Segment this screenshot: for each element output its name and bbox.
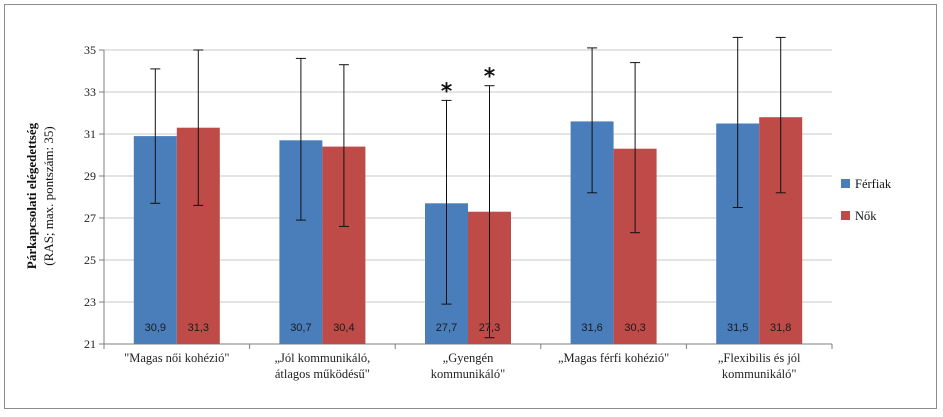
category-label: „Flexibilis és jól [718,351,801,365]
category-label: kommunikáló" [431,367,506,381]
data-label: 31,8 [770,322,791,334]
category-label: "Magas női kohézió" [124,351,229,365]
legend-swatch [841,179,850,188]
y-axis-title: Párkapcsolati elégedettség [24,122,39,269]
data-label: 30,7 [290,322,311,334]
y-tick-label: 25 [84,253,96,267]
significance-marker: * [484,65,496,90]
legend-swatch [841,211,850,220]
value-labels: 30,9 30,7 27,7 31,6 31,5 31,3 30,4 27,3 30,3 31,8 [145,322,792,334]
legend: Férfiak Nők [841,177,892,223]
y-tick-label: 21 [84,337,96,351]
data-label: 27,3 [479,322,500,334]
data-label: 30,3 [624,322,645,334]
significance-marker: * [441,79,453,104]
data-label: 30,9 [145,322,166,334]
y-tick-label: 35 [84,43,96,57]
category-label: átlagos működésű" [275,367,370,381]
y-tick-label: 27 [84,211,96,225]
category-label: „Jól kommunikáló, [274,351,370,365]
y-axis-subtitle: (RAS; max. pontszám: 35) [41,126,56,265]
error-bars [150,36,786,339]
y-tick-label: 29 [84,169,96,183]
y-tick-label: 31 [84,127,96,141]
annotations: ** [441,65,496,105]
data-label: 31,5 [727,322,748,334]
x-axis-categories: "Magas női kohézió" „Jól kommunikáló, átla… [124,351,801,381]
legend-label: Nők [855,209,877,223]
y-tick-label: 23 [84,295,96,309]
y-axis-ticks: 21 23 25 27 29 31 33 35 [84,43,104,351]
data-label: 27,7 [436,322,457,334]
data-label: 30,4 [333,322,354,334]
data-label: 31,3 [188,322,209,334]
category-label: kommunikáló" [722,367,797,381]
data-label: 31,6 [581,322,602,334]
gridlines [103,49,833,349]
category-label: „Gyengén [443,351,494,365]
legend-label: Férfiak [855,177,892,191]
y-tick-label: 33 [84,85,96,99]
bars [133,117,803,345]
category-label: „Magas férfi kohézió" [558,351,669,365]
